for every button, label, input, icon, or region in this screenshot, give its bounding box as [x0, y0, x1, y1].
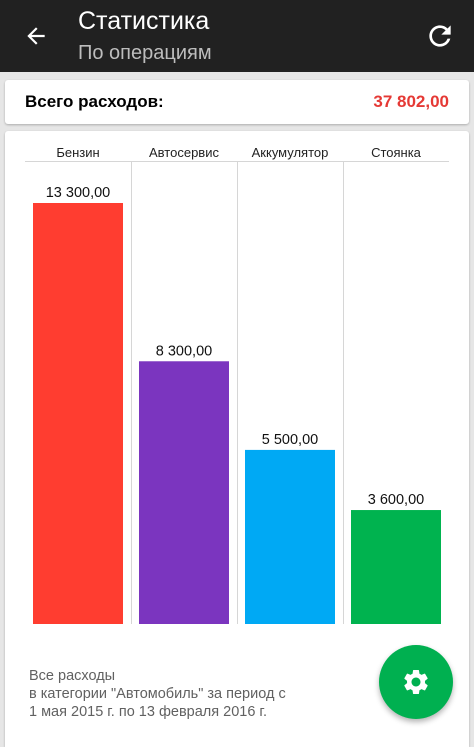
- gear-icon: [404, 670, 428, 694]
- footnote-line-1: Все расходы: [29, 668, 116, 684]
- period-footnote: Все расходы в категории "Автомобиль" за …: [29, 667, 359, 721]
- chart-card: Бензин 13 300,00 Автосервис 8 300,00 Аккумул…: [5, 131, 469, 747]
- bar-value-label: 5 500,00: [262, 432, 318, 448]
- refresh-icon: [429, 25, 451, 47]
- bar: [245, 449, 335, 624]
- bar-value-label: 13 300,00: [46, 185, 111, 201]
- category-label: Бензин: [56, 145, 99, 160]
- arrow-back-icon: [27, 27, 45, 45]
- bar-value-label: 3 600,00: [368, 492, 424, 508]
- category-label: Стоянка: [371, 145, 422, 160]
- footnote-line-2: в категории "Автомобиль" за период с: [29, 686, 286, 702]
- bar: [139, 361, 229, 624]
- bar-value-label: 8 300,00: [156, 343, 212, 359]
- total-expenses-card: Всего расходов: 37 802,00: [5, 80, 469, 124]
- category-label: Автосервис: [149, 145, 219, 160]
- expenses-bar-chart: Бензин 13 300,00 Автосервис 8 300,00 Аккумул…: [25, 145, 449, 624]
- page-subtitle: По операциям: [78, 42, 212, 64]
- bar: [351, 510, 441, 624]
- page-title: Статистика: [78, 7, 210, 35]
- settings-fab-button[interactable]: [379, 645, 453, 719]
- back-button[interactable]: [14, 14, 58, 58]
- refresh-button[interactable]: [416, 12, 464, 60]
- total-expenses-label: Всего расходов:: [25, 92, 164, 111]
- bar: [33, 203, 123, 624]
- footnote-line-3: 1 мая 2015 г. по 13 февраля 2016 г.: [29, 704, 267, 720]
- app-bar: Статистика По операциям: [0, 0, 474, 72]
- total-expenses-value: 37 802,00: [373, 92, 449, 111]
- category-label: Аккумулятор: [252, 145, 329, 160]
